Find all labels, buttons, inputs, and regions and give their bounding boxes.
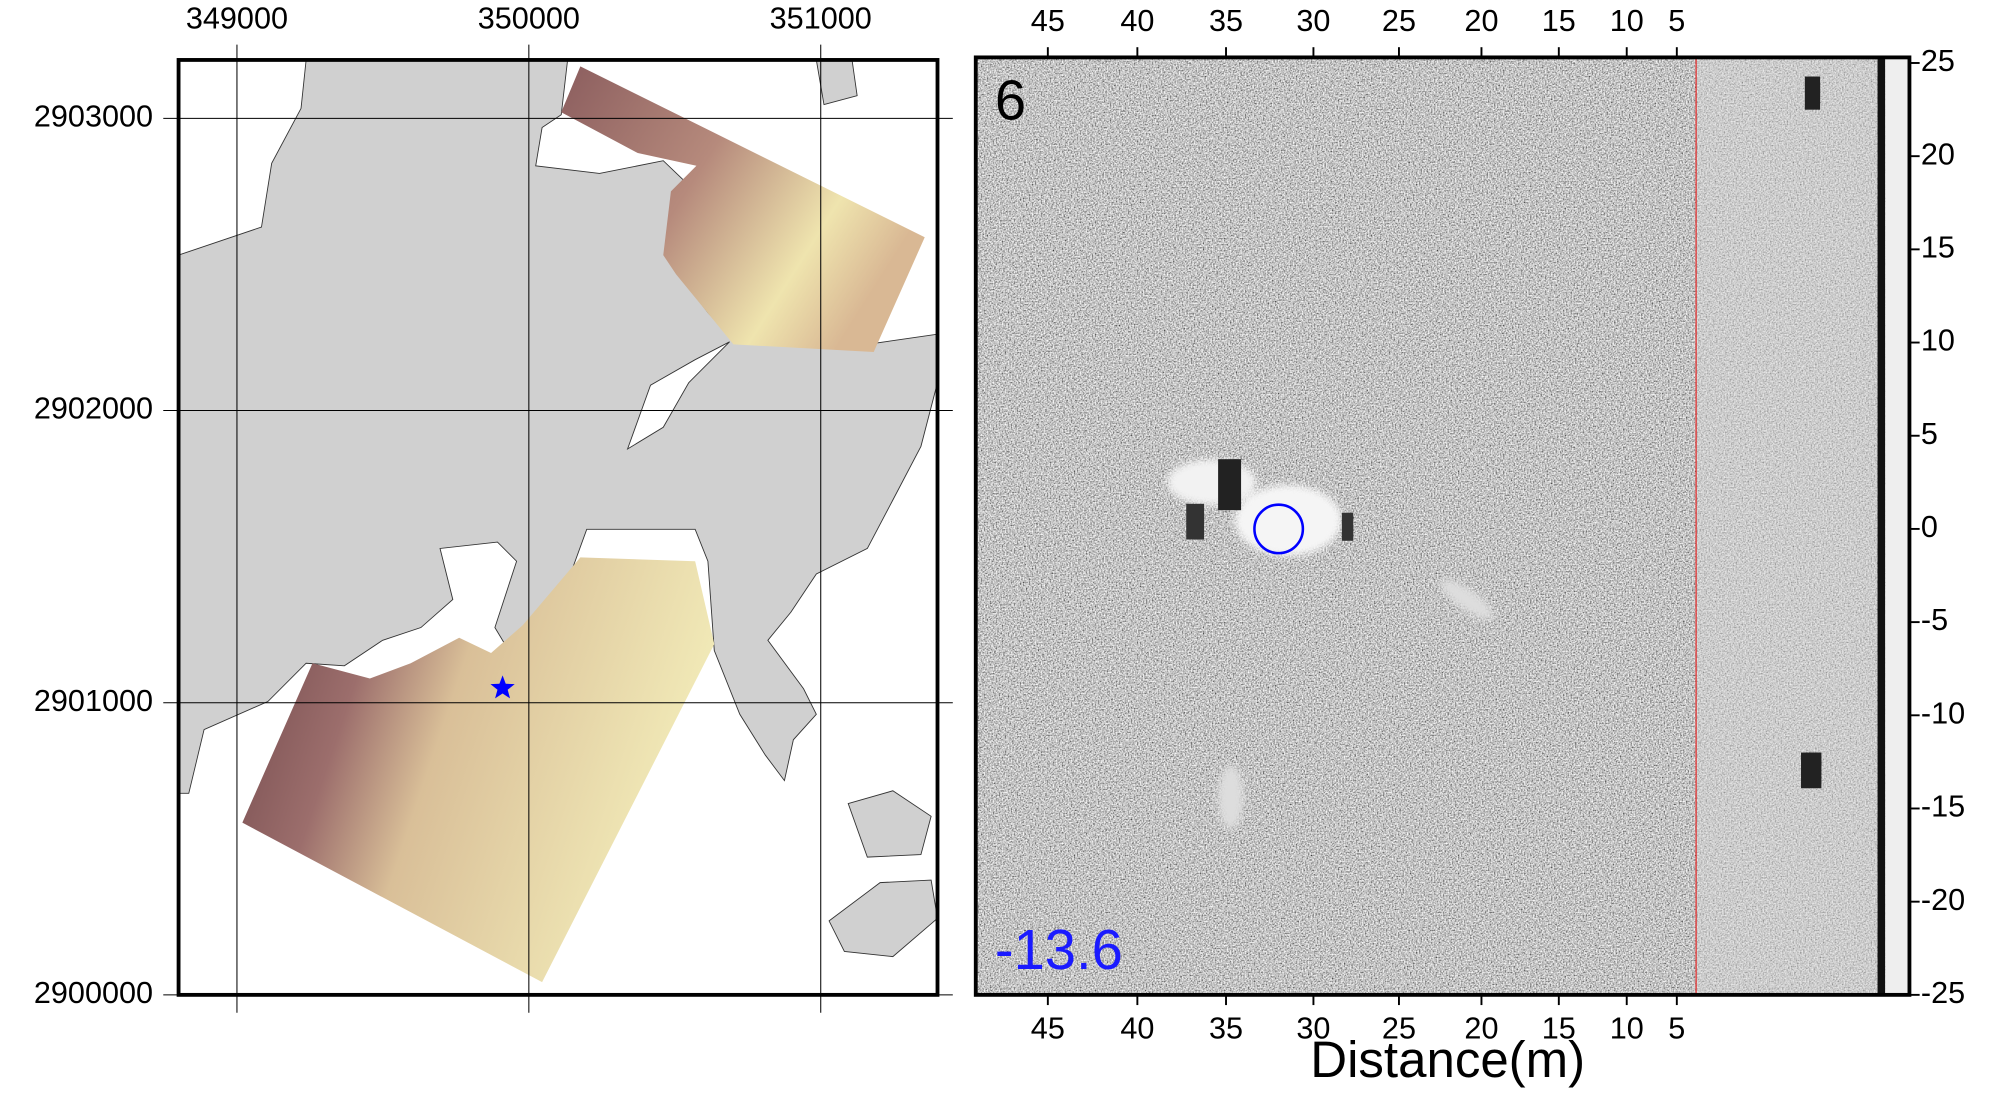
x-tick-label: 35 (1209, 1012, 1243, 1046)
x-tick-label: 351000 (770, 2, 872, 36)
x-tick-label: 35 (1209, 4, 1243, 38)
y-tick-label: 15 (1921, 230, 1955, 264)
x-tick-label: 40 (1120, 1012, 1154, 1046)
land (178, 59, 938, 794)
x-tick-label: 5 (1668, 1012, 1685, 1046)
highlight (1234, 484, 1342, 557)
y-tick-label: -5 (1921, 603, 1948, 637)
shadow (1804, 76, 1821, 110)
y-tick-label: -25 (1921, 976, 1965, 1010)
sonar-layer (975, 57, 1910, 995)
x-tick-label: 10 (1610, 4, 1644, 38)
y-tick-label: 25 (1921, 44, 1955, 78)
highlight (1218, 765, 1244, 830)
x-tick-label: 30 (1296, 1012, 1330, 1046)
y-tick-label: 2902000 (34, 392, 153, 426)
target-circle (1253, 503, 1305, 555)
bottom-line (1877, 57, 1886, 995)
map-frame (176, 58, 940, 997)
x-tick-label: 20 (1464, 4, 1498, 38)
bathymetry (242, 557, 715, 983)
sonar-frame (973, 55, 1912, 997)
shadow (1801, 752, 1822, 789)
y-tick-label: 20 (1921, 137, 1955, 171)
y-tick-label: -10 (1921, 696, 1965, 730)
shadow (1341, 512, 1354, 541)
x-tick-label: 25 (1382, 4, 1416, 38)
sonar-texture (975, 57, 1910, 995)
x-tick-label: 45 (1031, 4, 1065, 38)
island (847, 790, 932, 858)
island (815, 59, 858, 106)
y-tick-label: 2903000 (34, 99, 153, 133)
location-star (490, 675, 515, 699)
y-tick-label: -15 (1921, 790, 1965, 824)
x-tick-label: 10 (1610, 1012, 1644, 1046)
shadow (1218, 459, 1242, 511)
channel (626, 341, 730, 451)
highlight (1440, 579, 1494, 620)
y-tick-label: 10 (1921, 324, 1955, 358)
highlight (1167, 459, 1257, 506)
x-tick-label: 349000 (186, 2, 288, 36)
sonar-axes: 45 45 40 40 35 35 30 30 25 25 20 20 15 15 10 10 5 5 25 20 15… (995, 4, 1965, 1088)
x-tick-label: 40 (1120, 4, 1154, 38)
bathymetry (561, 66, 925, 353)
annotation: -13.6 (995, 918, 1123, 981)
x-tick-label: 5 (1668, 4, 1685, 38)
x-tick-label: 15 (1542, 4, 1576, 38)
map-layer (178, 59, 938, 983)
y-tick-label: 5 (1921, 417, 1938, 451)
map-axes: 349000 350000 351000 2900000 2901000 2902000 2… (34, 2, 953, 1013)
y-tick-label: 2901000 (34, 684, 153, 718)
x-tick-label: 20 (1464, 1012, 1498, 1046)
x-tick-label: 15 (1542, 1012, 1576, 1046)
y-tick-label: 2900000 (34, 976, 153, 1010)
water-column (1696, 57, 1882, 995)
y-tick-label: -20 (1921, 883, 1965, 917)
panel-title: 6 (995, 68, 1026, 131)
x-axis-label: Distance(m) (1310, 1031, 1585, 1088)
x-tick-label: 45 (1031, 1012, 1065, 1046)
x-tick-label: 30 (1296, 4, 1330, 38)
y-tick-label: 0 (1921, 510, 1938, 544)
x-tick-label: 350000 (478, 2, 580, 36)
shadow (1186, 503, 1205, 540)
x-tick-label: 25 (1382, 1012, 1416, 1046)
sonar-edge (1885, 57, 1910, 995)
island (828, 879, 938, 958)
